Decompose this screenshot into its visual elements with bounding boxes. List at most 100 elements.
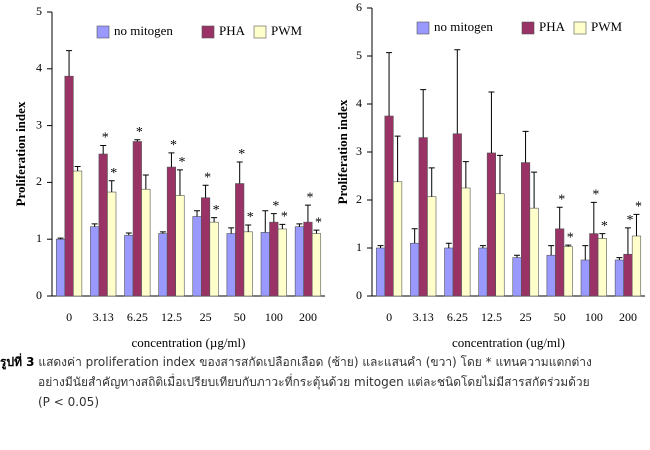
error-bar <box>91 223 98 227</box>
bar <box>98 153 108 297</box>
bar <box>303 221 313 297</box>
x-tick-label: 0 <box>66 310 72 324</box>
bar <box>589 233 599 297</box>
bar <box>384 115 394 297</box>
x-tick-label: 100 <box>265 310 283 324</box>
bar <box>64 75 74 297</box>
x-tick-label: 6.25 <box>447 310 468 324</box>
error-bar <box>582 245 589 260</box>
significance-mark: * <box>281 210 288 225</box>
bar <box>614 259 624 297</box>
error-bar <box>462 161 469 188</box>
bar <box>158 233 168 297</box>
bar <box>200 197 211 297</box>
y-tick-label: 0 <box>36 288 42 302</box>
bar <box>294 226 304 297</box>
error-bar <box>168 152 175 168</box>
bar <box>209 221 219 297</box>
error-bar <box>548 245 555 256</box>
legend-label: no mitogen <box>434 19 493 34</box>
bar <box>486 152 497 297</box>
y-axis-label: Proliferation index <box>335 99 350 204</box>
error-bar <box>633 213 640 236</box>
bar <box>73 170 83 297</box>
charts: 0 1 2 3 4 5 Proliferation index concentration (… <box>13 0 645 350</box>
error-bar <box>236 161 243 184</box>
bar <box>478 247 488 297</box>
error-bar <box>394 135 401 182</box>
error-bar <box>522 130 529 163</box>
error-bar <box>386 52 393 116</box>
bar <box>175 195 185 297</box>
legend-swatch <box>96 25 110 39</box>
caption-text: (P < 0.05) <box>38 395 100 409</box>
legend-label: PWM <box>591 19 623 34</box>
error-bar <box>313 229 320 234</box>
error-bar <box>159 231 166 234</box>
y-tick-label: 0 <box>356 288 362 302</box>
bar <box>418 137 428 297</box>
bar <box>277 228 287 297</box>
bar <box>90 226 100 297</box>
significance-mark: * <box>567 230 574 245</box>
bar <box>580 259 590 297</box>
bar <box>495 193 505 297</box>
error-bar <box>377 245 384 248</box>
bar <box>410 242 420 297</box>
x-tick-label: 100 <box>585 310 603 324</box>
bar <box>563 246 573 297</box>
error-bar <box>496 154 503 194</box>
bar <box>311 233 322 297</box>
error-bar <box>624 227 631 255</box>
error-bar <box>211 217 218 223</box>
error-bar <box>479 245 486 248</box>
bar <box>546 254 556 297</box>
legend-swatch <box>201 25 215 39</box>
significance-mark: * <box>238 147 245 162</box>
significance-mark: * <box>315 215 322 230</box>
bar <box>512 257 522 297</box>
caption-text: แสดงค่า proliferation index ของสารสกัดเป… <box>38 355 592 369</box>
error-bar <box>125 232 132 236</box>
significance-mark: * <box>558 192 565 207</box>
x-tick-label: 6.25 <box>127 310 148 324</box>
x-tick-label: 25 <box>200 310 212 324</box>
y-tick-label: 5 <box>356 48 362 62</box>
error-bar <box>245 224 252 232</box>
error-bar <box>616 257 623 260</box>
error-bar <box>228 227 235 234</box>
bar <box>631 235 642 297</box>
significance-mark: * <box>213 203 220 218</box>
error-bar <box>262 210 269 233</box>
y-tick-label: 4 <box>36 61 42 75</box>
y-tick-label: 3 <box>36 117 42 131</box>
x-tick-label: 3.13 <box>93 310 114 324</box>
significance-mark: * <box>102 131 109 146</box>
legend-label: PHA <box>219 23 246 38</box>
significance-mark: * <box>204 170 211 185</box>
x-tick-label: 200 <box>299 310 317 324</box>
bar <box>529 207 539 297</box>
x-tick-label: 0 <box>386 310 392 324</box>
legend-swatch <box>416 21 430 35</box>
y-tick-label: 4 <box>356 96 362 110</box>
error-bar <box>590 201 597 234</box>
error-bar <box>428 167 435 197</box>
bar <box>444 247 454 297</box>
significance-mark: * <box>601 219 608 234</box>
bar <box>55 238 66 297</box>
error-bar <box>176 169 183 196</box>
error-bar <box>599 233 606 239</box>
bar <box>623 253 633 297</box>
caption-label: รูปที่ 3 <box>0 355 35 369</box>
significance-mark: * <box>272 199 279 214</box>
bar <box>124 234 134 297</box>
error-bar <box>74 165 81 172</box>
bar <box>192 216 202 297</box>
y-tick-label: 2 <box>36 174 42 188</box>
y-tick-label: 3 <box>356 144 362 158</box>
error-bar <box>66 50 73 77</box>
significance-mark: * <box>635 200 642 215</box>
bar <box>597 238 607 297</box>
